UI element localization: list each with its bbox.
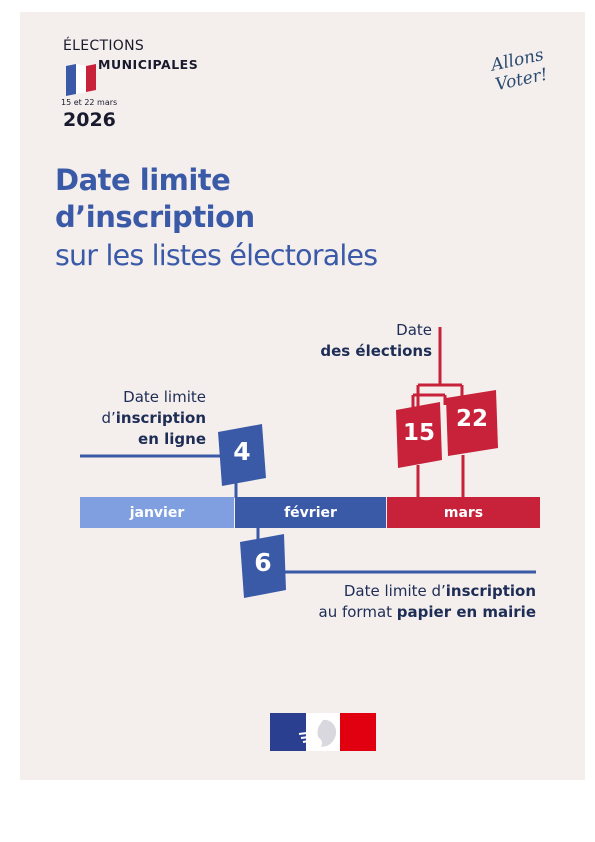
paper-day-number: 6: [254, 548, 272, 577]
online-day-number: 4: [233, 437, 251, 466]
month-janvier: janvier: [80, 497, 234, 528]
header-dates: 15 et 22 mars: [61, 98, 118, 107]
paper-label: Date limite d’inscription au format papi…: [280, 581, 537, 623]
election-day2-badge: [446, 390, 498, 456]
header-year: 2026: [63, 109, 116, 131]
online-label: Date limite d’inscription en ligne: [80, 387, 206, 450]
election-day1-badge: [396, 402, 442, 468]
marianne-icon: [298, 719, 337, 747]
election-label: Date des élections: [300, 320, 432, 362]
title-line3: sur les listes électorales: [55, 239, 378, 272]
online-label-line1: Date limite: [123, 388, 206, 406]
title-line1: Date limite: [55, 163, 231, 197]
online-day-badge: [218, 424, 266, 486]
election-day1-number: 15: [402, 420, 435, 446]
election-label-line1: Date: [396, 321, 432, 339]
election-label-line2: des élections: [320, 342, 432, 360]
title-line2: d’inscription: [55, 200, 255, 234]
paper-label-line1: Date limite d’inscription: [343, 582, 536, 600]
header-municipales: MUNICIPALES: [98, 57, 199, 72]
online-label-line3: en ligne: [138, 430, 206, 448]
month-fevrier: février: [235, 497, 386, 528]
french-flag-icon: [66, 64, 96, 96]
election-day2-number: 22: [455, 406, 488, 432]
paper-label-line2: au format papier en mairie: [318, 603, 537, 621]
paper-day-badge: [240, 534, 286, 598]
header-elections: ÉLECTIONS: [63, 38, 145, 54]
online-label-line2: d’inscription: [101, 409, 206, 427]
month-mars: mars: [387, 497, 540, 528]
